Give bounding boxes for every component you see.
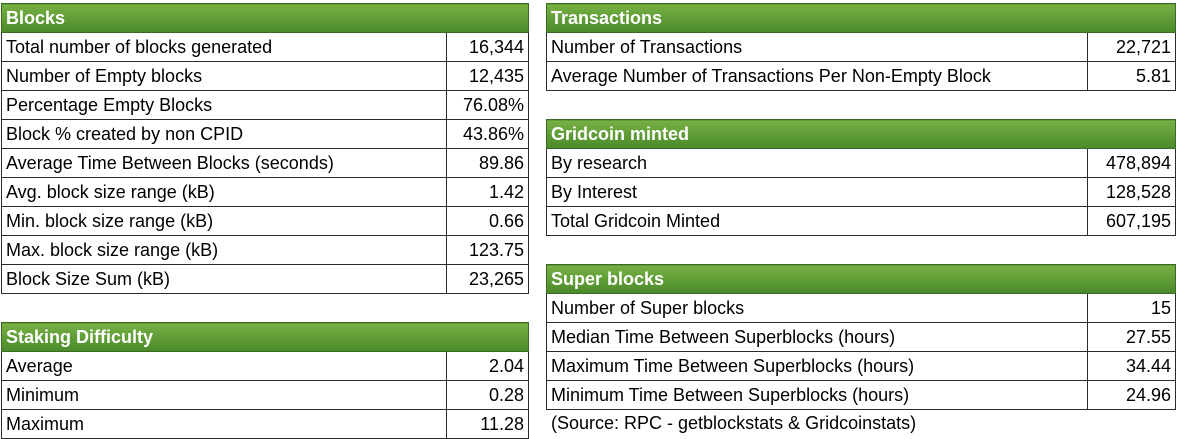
staking-difficulty-table: Staking Difficulty Average 2.04 Minimum 0.… [0,322,530,439]
row-value: 128,528 [1086,177,1177,207]
row-label: Average Time Between Blocks (seconds) [1,148,447,178]
row-label: Block % created by non CPID [1,119,447,149]
row-value: 5.81 [1086,61,1177,91]
row-label: Average Number of Transactions Per Non-E… [546,61,1088,91]
row-label: By research [546,148,1088,178]
row-value: 43.86% [446,119,529,149]
row-value: 22,721 [1086,32,1177,62]
table-row: By research 478,894 [546,148,1177,178]
table-row: Average Number of Transactions Per Non-E… [546,61,1177,91]
row-label: Maximum Time Between Superblocks (hours) [546,351,1088,381]
table-row: Median Time Between Superblocks (hours) 2… [546,322,1177,352]
row-label: Max. block size range (kB) [1,235,447,265]
row-label: Number of Empty blocks [1,61,447,91]
blocks-table: Blocks Total number of blocks generated 1… [1,3,529,294]
row-label: Block Size Sum (kB) [1,264,447,294]
row-label: By Interest [546,177,1088,207]
minted-header: Gridcoin minted [545,119,1177,149]
row-label: Average [1,351,447,381]
table-row: Average 2.04 [1,351,530,381]
row-value: 16,344 [446,32,529,62]
table-row: Number of Transactions 22,721 [546,32,1177,62]
table-row: Percentage Empty Blocks 76.08% [1,90,529,120]
superblocks-header: Super blocks [545,264,1177,294]
row-value: 89.86 [446,148,529,178]
row-value: 0.66 [446,206,529,236]
row-label: Percentage Empty Blocks [1,90,447,120]
row-value: 0.28 [445,380,530,410]
row-value: 478,894 [1086,148,1177,178]
table-row: Total number of blocks generated 16,344 [1,32,529,62]
table-row: Max. block size range (kB) 123.75 [1,235,529,265]
row-label: Minimum [1,380,447,410]
blocks-header: Blocks [1,3,529,33]
table-row: Block % created by non CPID 43.86% [1,119,529,149]
transactions-header: Transactions [545,3,1177,33]
row-value: 15 [1086,293,1177,323]
row-value: 23,265 [446,264,529,294]
table-row: Number of Empty blocks 12,435 [1,61,529,91]
row-label: Number of Super blocks [546,293,1088,323]
table-row: Minimum 0.28 [1,380,530,410]
row-value: 76.08% [446,90,529,120]
table-row: Total Gridcoin Minted 607,195 [546,206,1177,236]
staking-header: Staking Difficulty [0,322,530,352]
super-blocks-table: Super blocks Number of Super blocks 15 Me… [545,264,1177,410]
row-value: 24.96 [1086,380,1177,410]
row-label: Total number of blocks generated [1,32,447,62]
row-label: Median Time Between Superblocks (hours) [546,322,1088,352]
row-value: 1.42 [446,177,529,207]
row-value: 123.75 [446,235,529,265]
row-value: 2.04 [445,351,530,381]
row-label: Minimum Time Between Superblocks (hours) [546,380,1088,410]
row-label: Avg. block size range (kB) [1,177,447,207]
table-row: Min. block size range (kB) 0.66 [1,206,529,236]
table-row: Maximum Time Between Superblocks (hours)… [546,351,1177,381]
table-row: By Interest 128,528 [546,177,1177,207]
row-label: Min. block size range (kB) [1,206,447,236]
row-value: 11.28 [445,409,530,439]
table-row: Avg. block size range (kB) 1.42 [1,177,529,207]
table-row: Number of Super blocks 15 [546,293,1177,323]
row-value: 12,435 [446,61,529,91]
transactions-table: Transactions Number of Transactions 22,72… [545,3,1177,91]
table-row: Average Time Between Blocks (seconds) 89.… [1,148,529,178]
table-row: Minimum Time Between Superblocks (hours)… [546,380,1177,410]
row-value: 607,195 [1086,206,1177,236]
row-value: 27.55 [1086,322,1177,352]
row-value: 34.44 [1086,351,1177,381]
row-label: Number of Transactions [546,32,1088,62]
source-note: (Source: RPC - getblockstats & Gridcoins… [551,413,917,433]
gridcoin-minted-table: Gridcoin minted By research 478,894 By In… [545,119,1177,236]
table-row: Maximum 11.28 [1,409,530,439]
row-label: Total Gridcoin Minted [546,206,1088,236]
table-row: Block Size Sum (kB) 23,265 [1,264,529,294]
row-label: Maximum [1,409,447,439]
